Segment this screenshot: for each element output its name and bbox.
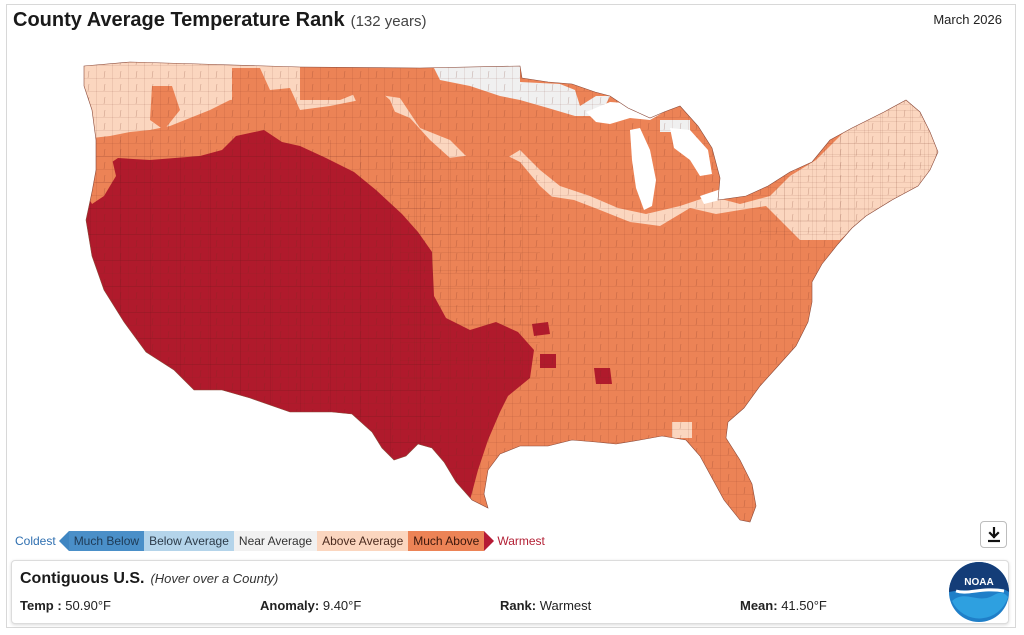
title-row: County Average Temperature Rank (132 yea… [13, 9, 426, 32]
legend-much-below[interactable]: Much Below [68, 531, 145, 551]
county-lines-plains [400, 160, 540, 380]
lake-huron [670, 128, 712, 176]
temp-value: 50.90°F [65, 598, 111, 613]
map-panel [6, 4, 1016, 628]
legend-near-average[interactable]: Near Average [233, 531, 318, 551]
stat-temp: Temp : 50.90°F [20, 598, 111, 613]
warmest-arrow-icon [484, 531, 495, 551]
legend: Coldest Much Below Below Average Near Av… [12, 531, 548, 551]
legend-below-average[interactable]: Below Average [144, 531, 234, 551]
legend-above-average[interactable]: Above Average [317, 531, 409, 551]
info-panel: Contiguous U.S. (Hover over a County) Te… [11, 560, 1009, 624]
page-subtitle: (132 years) [350, 13, 427, 30]
lake-superior [586, 102, 664, 124]
lake-ontario [760, 164, 796, 176]
rank-label: Rank: [500, 598, 537, 613]
county-lines-west [84, 140, 440, 520]
anomaly-value: 9.40°F [322, 598, 362, 613]
legend-much-above[interactable]: Much Above [408, 531, 485, 551]
stat-rank: Rank: Warmest [500, 598, 591, 613]
legend-coldest-label: Coldest [15, 534, 56, 548]
stat-anomaly: Anomaly: 9.40°F [260, 598, 361, 613]
region-name: Contiguous U.S. [20, 570, 145, 587]
noaa-logo: NOAA [949, 562, 1009, 622]
lake-michigan [630, 128, 656, 210]
download-button[interactable] [980, 521, 1007, 548]
lake-erie [700, 180, 752, 204]
download-icon [987, 526, 1000, 542]
region-row: Contiguous U.S. (Hover over a County) [20, 570, 278, 588]
noaa-logo-text: NOAA [964, 577, 993, 588]
temp-label: Temp : [20, 598, 62, 613]
coldest-arrow-icon [58, 531, 69, 551]
mean-label: Mean: [740, 598, 778, 613]
page-title: County Average Temperature Rank [13, 9, 345, 31]
mean-value: 41.50°F [781, 598, 827, 613]
legend-warmest-label: Warmest [497, 534, 545, 548]
hover-hint: (Hover over a County) [150, 571, 279, 586]
stat-mean: Mean: 41.50°F [740, 598, 827, 613]
anomaly-label: Anomaly: [260, 598, 320, 613]
date-label: March 2026 [933, 12, 1002, 27]
rank-value: Warmest [539, 598, 592, 613]
